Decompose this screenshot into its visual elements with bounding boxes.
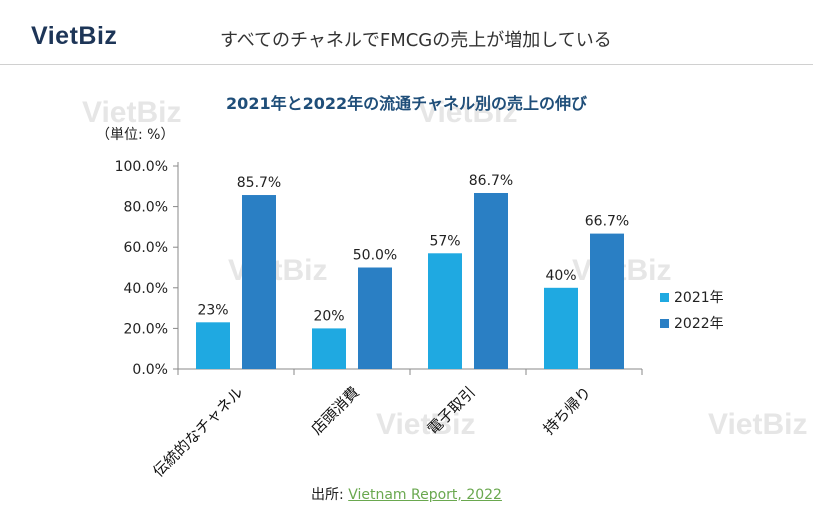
data-label: 85.7% bbox=[237, 175, 281, 191]
data-label: 86.7% bbox=[469, 173, 513, 189]
y-tick-label: 80.0% bbox=[124, 200, 168, 216]
category-label: 電子取引 bbox=[424, 383, 479, 438]
bar-2022 bbox=[242, 195, 276, 369]
vietbiz-logo: VietBiz bbox=[31, 22, 118, 50]
data-label: 66.7% bbox=[585, 214, 629, 230]
bar-2021 bbox=[196, 322, 230, 369]
y-tick-label: 20.0% bbox=[124, 321, 168, 337]
unit-label: （単位: %） bbox=[96, 127, 175, 143]
bar-2021 bbox=[544, 287, 578, 369]
bar-2022 bbox=[474, 192, 508, 369]
chart-title: 2021年と2022年の流通チャネル別の売上の伸び bbox=[226, 94, 587, 113]
legend-label: 2022年 bbox=[674, 316, 724, 332]
data-label: 23% bbox=[197, 302, 228, 318]
data-label: 50.0% bbox=[353, 248, 397, 264]
data-label: 57% bbox=[429, 233, 460, 249]
source-prefix: 出所: bbox=[311, 487, 349, 503]
legend-swatch bbox=[660, 319, 669, 328]
bar-2021 bbox=[312, 328, 346, 369]
bar-2022 bbox=[590, 233, 624, 369]
category-label: 伝統的なチャネル bbox=[149, 383, 246, 480]
bar-2022 bbox=[358, 267, 392, 369]
category-label: 店頭消費 bbox=[308, 383, 363, 438]
bar-2021 bbox=[428, 253, 462, 369]
legend-label: 2021年 bbox=[674, 290, 724, 306]
category-label: 持ち帰り bbox=[540, 383, 595, 438]
data-label: 20% bbox=[313, 308, 344, 324]
header-divider bbox=[0, 64, 813, 65]
data-label: 40% bbox=[545, 268, 576, 284]
page-title: すべてのチャネルでFMCGの売上が増加している bbox=[220, 30, 612, 51]
source-link[interactable]: Vietnam Report, 2022 bbox=[348, 487, 502, 503]
legend-swatch bbox=[660, 293, 669, 302]
y-tick-label: 60.0% bbox=[124, 240, 168, 256]
source-note: 出所: Vietnam Report, 2022 bbox=[0, 484, 813, 504]
y-tick-label: 40.0% bbox=[124, 281, 168, 297]
y-tick-label: 100.0% bbox=[115, 159, 168, 175]
y-tick-label: 0.0% bbox=[132, 362, 168, 378]
